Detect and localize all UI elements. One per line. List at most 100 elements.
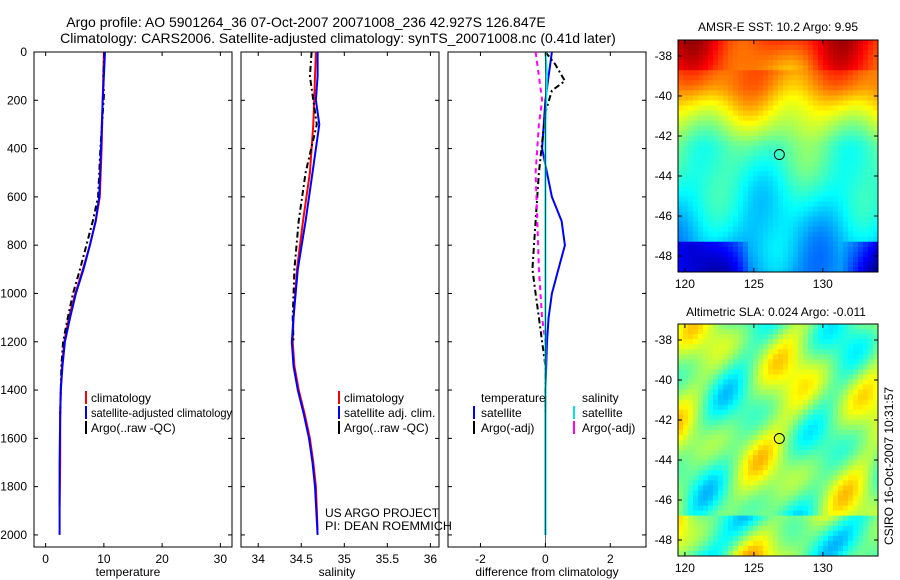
heatmap-cell bbox=[723, 50, 729, 56]
heatmap-cell bbox=[828, 384, 834, 391]
heatmap-cell bbox=[828, 231, 834, 238]
heatmap-cell bbox=[713, 256, 719, 263]
depth-tick-label: 800 bbox=[7, 238, 27, 252]
heatmap-cell bbox=[748, 520, 754, 527]
heatmap-cell bbox=[838, 45, 844, 51]
heatmap-cell bbox=[873, 40, 878, 46]
heatmap-cell bbox=[753, 196, 759, 202]
heatmap-cell bbox=[728, 490, 734, 497]
heatmap-cell bbox=[773, 490, 779, 497]
heatmap-cell bbox=[873, 364, 878, 370]
heatmap-cell bbox=[848, 535, 854, 542]
heatmap-cell bbox=[853, 505, 859, 512]
heatmap-cell bbox=[853, 130, 859, 137]
heatmap-cell bbox=[718, 445, 724, 451]
heatmap-cell bbox=[748, 440, 754, 446]
heatmap-cell bbox=[828, 181, 834, 187]
heatmap-cell bbox=[798, 246, 804, 253]
heatmap-cell bbox=[798, 145, 804, 152]
heatmap-cell bbox=[698, 500, 704, 507]
heatmap-cell bbox=[743, 510, 749, 517]
heatmap-cell bbox=[718, 45, 724, 51]
heatmap-cell bbox=[843, 95, 849, 102]
heatmap-cell bbox=[828, 344, 834, 350]
heatmap-cell bbox=[843, 495, 849, 502]
heatmap-cell bbox=[873, 545, 878, 552]
heatmap-cell bbox=[803, 470, 809, 476]
heatmap-cell bbox=[743, 525, 749, 532]
heatmap-cell bbox=[813, 334, 819, 340]
heatmap-cell bbox=[853, 450, 859, 456]
heatmap-cell bbox=[688, 206, 694, 213]
heatmap-cell bbox=[793, 125, 799, 132]
series-salinity-argo-adj- bbox=[534, 52, 547, 366]
heatmap-cell bbox=[818, 429, 824, 436]
heatmap-cell bbox=[873, 419, 878, 426]
heatmap-cell bbox=[758, 140, 764, 147]
heatmap-cell bbox=[858, 530, 864, 537]
heatmap-cell bbox=[773, 369, 779, 376]
heatmap-cell bbox=[868, 505, 874, 512]
heatmap-cell bbox=[693, 140, 699, 147]
heatmap-cell bbox=[823, 261, 829, 268]
heatmap-cell bbox=[803, 334, 809, 340]
heatmap-cell bbox=[698, 354, 704, 360]
heatmap-cell bbox=[823, 105, 829, 112]
heatmap-cell bbox=[723, 246, 729, 253]
heatmap-cell bbox=[778, 135, 784, 142]
heatmap-cell bbox=[698, 120, 704, 127]
heatmap-cell bbox=[693, 216, 699, 223]
heatmap-cell bbox=[778, 475, 784, 481]
heatmap-cell bbox=[803, 394, 809, 401]
heatmap-cell bbox=[808, 135, 814, 142]
heatmap-cell bbox=[793, 445, 799, 451]
heatmap-cell bbox=[753, 75, 759, 81]
heatmap-cell bbox=[868, 414, 874, 421]
heatmap-cell bbox=[853, 221, 859, 228]
heatmap-cell bbox=[838, 130, 844, 137]
heatmap-cell bbox=[808, 261, 814, 268]
heatmap-cell bbox=[823, 359, 829, 365]
heatmap-cell bbox=[818, 475, 824, 481]
heatmap-cell bbox=[848, 525, 854, 532]
heatmap-cell bbox=[728, 364, 734, 370]
heatmap-cell bbox=[778, 404, 784, 411]
heatmap-cell bbox=[713, 460, 719, 466]
heatmap-cell bbox=[783, 45, 789, 51]
heatmap-cell bbox=[788, 545, 794, 552]
heatmap-cell bbox=[693, 186, 699, 192]
heatmap-cell bbox=[693, 120, 699, 127]
legend-climatology-label: climatology bbox=[91, 391, 151, 405]
heatmap-cell bbox=[723, 45, 729, 51]
heatmap-cell bbox=[703, 404, 709, 411]
heatmap-cell bbox=[698, 359, 704, 365]
heatmap-cell bbox=[753, 135, 759, 142]
heatmap-cell bbox=[803, 344, 809, 350]
heatmap-cell bbox=[683, 80, 689, 86]
heatmap-cell bbox=[873, 261, 878, 268]
heatmap-cell bbox=[683, 211, 689, 218]
heatmap-cell bbox=[698, 344, 704, 350]
heatmap-cell bbox=[848, 339, 854, 345]
heatmap-cell bbox=[703, 495, 709, 502]
heatmap-cell bbox=[738, 171, 744, 177]
heatmap-cell bbox=[708, 344, 714, 350]
heatmap-cell bbox=[678, 130, 684, 137]
heatmap-cell bbox=[813, 55, 819, 61]
heatmap-cell bbox=[683, 535, 689, 542]
heatmap-cell bbox=[793, 344, 799, 350]
heatmap-cell bbox=[683, 156, 689, 162]
heatmap-cell bbox=[703, 344, 709, 350]
heatmap-cell bbox=[718, 389, 724, 396]
heatmap-cell bbox=[863, 394, 869, 401]
heatmap-cell bbox=[708, 55, 714, 61]
heatmap-cell bbox=[723, 206, 729, 213]
heatmap-cell bbox=[803, 115, 809, 122]
heatmap-cell bbox=[823, 369, 829, 376]
heatmap-cell bbox=[728, 374, 734, 381]
heatmap-cell bbox=[733, 339, 739, 345]
heatmap-cell bbox=[813, 50, 819, 56]
heatmap-cell bbox=[713, 110, 719, 117]
heatmap-cell bbox=[773, 135, 779, 142]
heatmap-cell bbox=[848, 55, 854, 61]
